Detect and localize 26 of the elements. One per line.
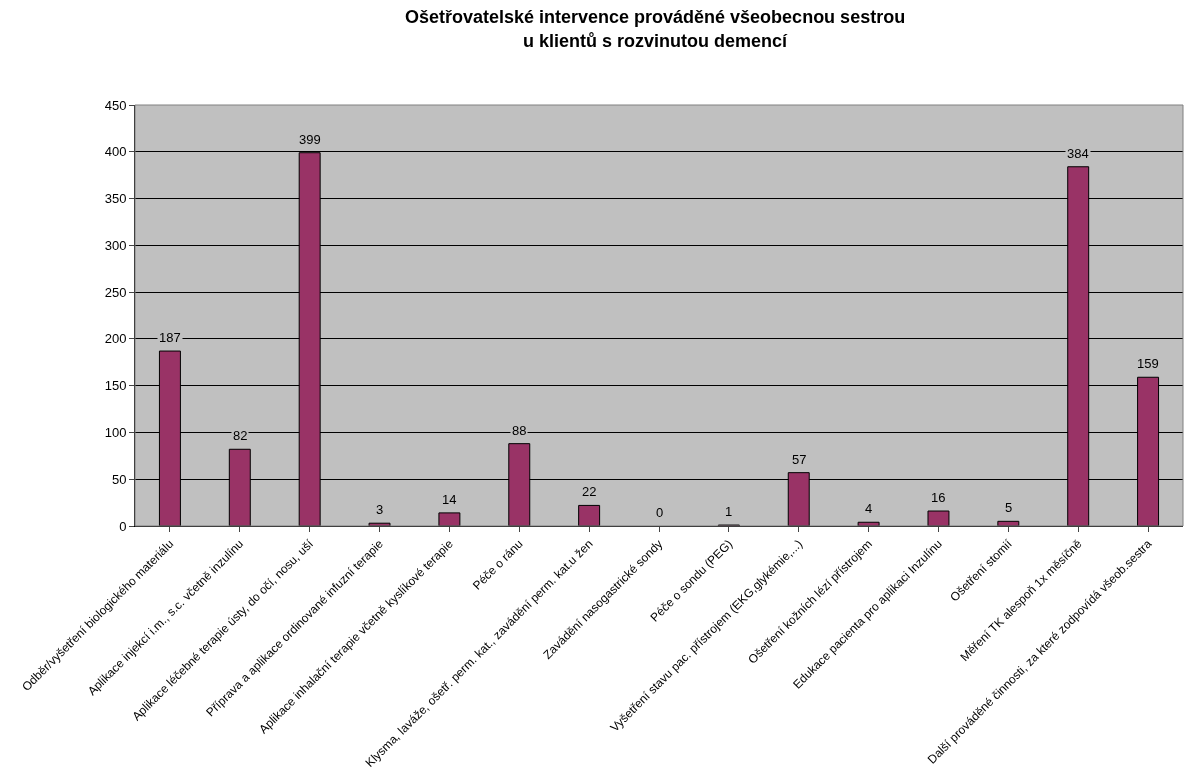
data-label: 5 [1005,500,1013,515]
data-label: 57 [792,452,807,467]
data-label: 0 [656,505,664,520]
data-label: 14 [442,492,457,507]
y-tick-label: 300 [104,237,127,253]
data-label: 88 [512,423,527,438]
y-tick-label: 350 [104,191,127,207]
y-tick-label: 100 [104,424,127,440]
data-label: 1 [725,504,733,519]
y-tick-label: 450 [104,97,127,113]
data-label: 159 [1137,356,1159,371]
data-label: 16 [931,490,946,505]
data-label: 22 [582,484,597,499]
y-tick-label: 200 [104,331,127,347]
y-tick-label: 150 [104,378,127,394]
y-tick-label: 400 [104,144,127,160]
data-label: 384 [1067,146,1089,161]
y-tick-label: 50 [111,471,127,487]
y-tick-label: 0 [119,518,127,534]
data-label: 399 [299,132,321,147]
data-label: 82 [233,428,248,443]
data-label: 187 [159,330,181,345]
y-tick-label: 250 [104,284,127,300]
chart-title: Ošetřovatelské intervence prováděné všeobecnou sestrou u klientů s rozvinutou demencí [404,7,906,51]
data-label: 4 [865,501,873,516]
data-label: 3 [376,502,384,517]
